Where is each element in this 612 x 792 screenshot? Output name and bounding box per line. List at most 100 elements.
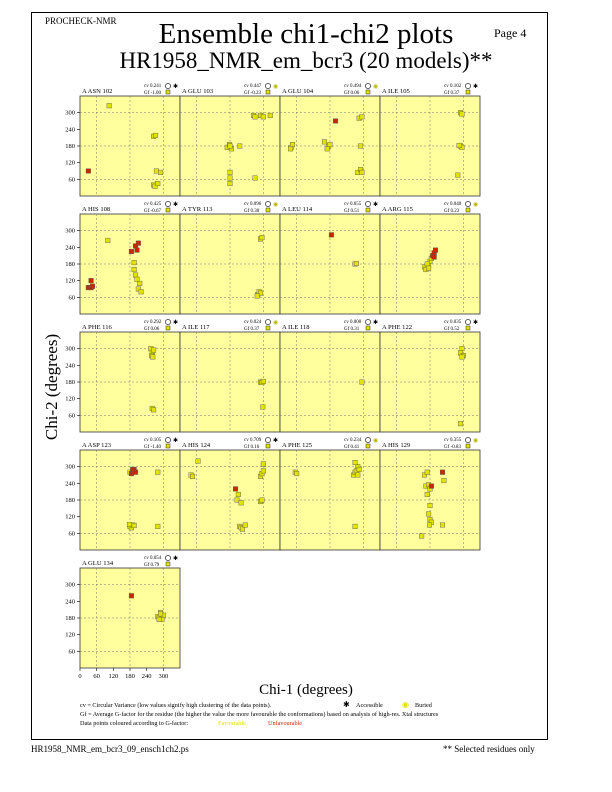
clock-icon — [265, 83, 271, 89]
y-tick-label: 60 — [69, 412, 76, 419]
accessible-icon: ✱ — [343, 700, 350, 709]
accessible-icon: ✱ — [173, 319, 178, 326]
clock-icon — [165, 555, 171, 561]
cv-value: cv 0.241 — [144, 84, 162, 89]
clock-icon — [265, 319, 271, 325]
data-point — [355, 472, 361, 478]
data-point — [290, 142, 296, 148]
data-point — [135, 286, 141, 292]
data-point — [131, 523, 137, 529]
data-point — [239, 526, 245, 532]
gf-swatch — [365, 207, 371, 213]
data-point — [260, 114, 266, 120]
data-point — [260, 468, 266, 474]
residue-label: A PHE 125 — [282, 442, 313, 449]
residue-label: A ARG 115 — [382, 206, 414, 213]
y-tick-label: 240 — [65, 598, 75, 605]
data-point — [426, 265, 432, 271]
data-point — [134, 247, 140, 253]
data-point — [189, 473, 195, 479]
cv-value: cv 0.292 — [144, 320, 162, 325]
gf-value: Gf -0.23 — [244, 91, 261, 96]
clock-icon — [465, 437, 471, 443]
accessible-icon: ✱ — [173, 201, 178, 208]
buried-icon: ◉ — [473, 438, 478, 444]
accessible-icon: ✱ — [473, 83, 478, 90]
legend-buried: Buried — [415, 702, 432, 709]
y-tick-label: 180 — [65, 143, 75, 150]
data-point — [156, 616, 162, 622]
data-point — [427, 503, 433, 509]
data-point — [227, 143, 233, 149]
legend-unfavourable: Unfavourable — [268, 720, 303, 727]
buried-icon: ◉ — [373, 438, 378, 444]
data-point — [328, 232, 334, 238]
legend-line-3: Data points coloured according to G-fact… — [80, 720, 189, 727]
data-point — [233, 486, 239, 492]
y-tick-label: 120 — [65, 514, 75, 521]
residue-label: A PHE 122 — [382, 324, 412, 331]
gf-value: Gf 0.06 — [344, 91, 360, 96]
y-tick-label: 300 — [65, 346, 75, 353]
cv-value: cv 0.709 — [244, 438, 262, 443]
residue-label: A GLU 134 — [82, 560, 114, 567]
gf-swatch — [165, 89, 171, 95]
x-tick-label: 180 — [125, 673, 135, 680]
data-point — [259, 497, 265, 503]
cv-value: cv 0.447 — [244, 84, 262, 89]
data-point — [237, 143, 243, 149]
data-point — [359, 379, 365, 385]
data-point — [151, 407, 157, 413]
gf-swatch — [165, 561, 171, 567]
y-tick-label: 240 — [65, 362, 75, 369]
cv-value: cv 0.035 — [444, 320, 462, 325]
clock-icon — [465, 83, 471, 89]
data-point — [128, 248, 134, 254]
footer-note: ** Selected residues only — [443, 744, 535, 754]
clock-icon — [165, 201, 171, 207]
data-point — [356, 466, 362, 472]
gf-value: Gf 0.06 — [144, 327, 160, 332]
gf-value: Gf 0.37 — [244, 327, 260, 332]
data-point — [137, 280, 143, 286]
data-point — [440, 522, 446, 528]
data-point — [89, 283, 95, 289]
gf-value: Gf 0.23 — [444, 209, 460, 214]
data-point — [424, 491, 430, 497]
data-point — [152, 183, 158, 189]
data-point — [294, 471, 300, 477]
accessible-icon: ✱ — [473, 319, 478, 326]
data-point — [327, 142, 333, 148]
clock-icon — [165, 319, 171, 325]
buried-icon: ◉ — [273, 320, 278, 326]
y-tick-label: 300 — [65, 464, 75, 471]
data-point — [134, 276, 140, 282]
residue-label: A ILE 105 — [382, 88, 411, 95]
cv-value: cv 0.040 — [444, 202, 462, 207]
data-point — [459, 346, 465, 352]
y-tick-label: 60 — [69, 530, 76, 537]
data-point — [421, 472, 427, 478]
clock-icon — [165, 437, 171, 443]
data-point — [128, 593, 134, 599]
gf-swatch — [265, 443, 271, 449]
legend-accessible: Accessible — [356, 702, 383, 709]
gf-value: Gf -1.40 — [144, 445, 161, 450]
data-point — [155, 469, 161, 475]
data-point — [433, 247, 439, 253]
cv-value: cv 0.024 — [244, 320, 262, 325]
accessible-icon: ✱ — [173, 437, 178, 444]
y-tick-label: 300 — [65, 228, 75, 235]
gf-value: Gf 0.16 — [244, 445, 260, 450]
y-tick-label: 180 — [65, 615, 75, 622]
y-tick-label: 180 — [65, 497, 75, 504]
y-tick-label: 300 — [65, 110, 75, 117]
y-tick-label: 60 — [69, 648, 76, 655]
data-point — [227, 169, 233, 175]
data-point — [441, 478, 447, 484]
buried-icon: ◉ — [273, 84, 278, 90]
data-point — [88, 278, 94, 284]
data-point — [135, 240, 141, 246]
residue-label: A HIS 108 — [82, 206, 111, 213]
buried-icon: ◉ — [373, 84, 378, 90]
